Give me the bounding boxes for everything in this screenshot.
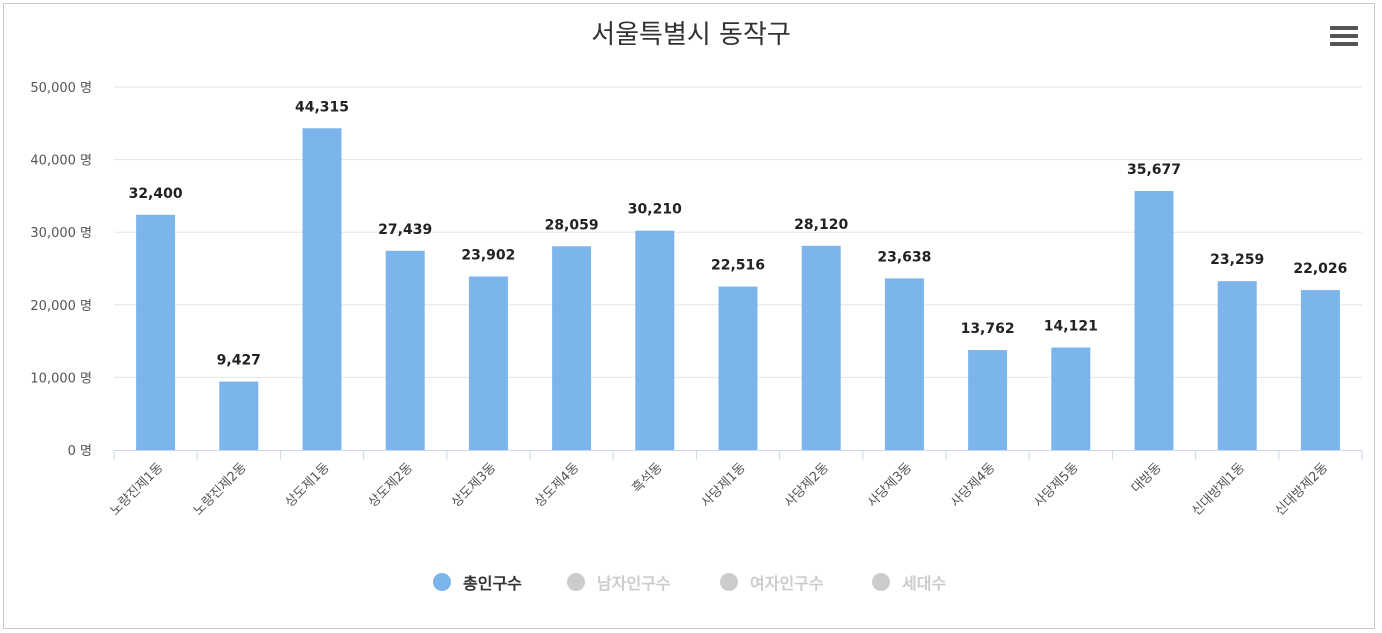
- data-label: 14,121: [1044, 318, 1098, 334]
- x-tick-label: 사당제3동: [865, 460, 915, 510]
- data-label: 28,059: [545, 217, 599, 233]
- data-label: 28,120: [794, 217, 848, 233]
- y-tick-label: 0 명: [68, 444, 92, 459]
- data-label: 30,210: [628, 202, 682, 218]
- x-tick-label: 신대방제1동: [1189, 460, 1248, 519]
- legend-label: 총인구수: [463, 574, 522, 593]
- bar[interactable]: [552, 246, 592, 450]
- x-tick-label: 사당제1동: [699, 460, 749, 510]
- hamburger-menu-icon[interactable]: [1330, 26, 1358, 48]
- bar[interactable]: [1051, 347, 1091, 450]
- y-tick-label: 40,000 명: [30, 154, 92, 169]
- x-tick-label: 흑석동: [630, 460, 666, 496]
- bar[interactable]: [635, 230, 675, 450]
- legend-marker-icon: [720, 573, 738, 591]
- bar[interactable]: [1217, 281, 1257, 450]
- bar[interactable]: [968, 350, 1008, 450]
- bar[interactable]: [884, 278, 924, 450]
- legend-item[interactable]: 세대수: [872, 570, 946, 594]
- bar[interactable]: [385, 250, 425, 450]
- data-label: 23,259: [1210, 252, 1264, 268]
- bar[interactable]: [219, 381, 259, 450]
- x-tick-label: 사당제4동: [948, 460, 998, 510]
- x-tick-label: 상도제3동: [449, 460, 499, 510]
- x-tick-label: 사당제2동: [782, 460, 832, 510]
- x-tick-label: 상도제2동: [366, 460, 416, 510]
- data-label: 22,516: [711, 258, 765, 274]
- bar[interactable]: [302, 128, 342, 450]
- legend-label: 세대수: [902, 574, 947, 593]
- legend-marker-icon: [433, 573, 451, 591]
- data-label: 22,026: [1293, 261, 1347, 277]
- data-label: 13,762: [961, 321, 1015, 337]
- bar[interactable]: [718, 286, 758, 450]
- data-label: 27,439: [378, 222, 432, 238]
- y-tick-label: 20,000 명: [30, 299, 92, 314]
- bar[interactable]: [1300, 290, 1340, 450]
- data-label: 44,315: [295, 99, 349, 115]
- y-tick-label: 10,000 명: [30, 371, 92, 386]
- x-tick-label: 상도제4동: [532, 460, 582, 510]
- legend-label: 남자인구수: [597, 574, 671, 593]
- bar[interactable]: [1134, 190, 1174, 450]
- data-label: 35,677: [1127, 162, 1181, 178]
- bar[interactable]: [468, 276, 508, 450]
- legend-marker-icon: [872, 573, 890, 591]
- data-label: 23,902: [461, 247, 515, 263]
- x-tick-label: 신대방제2동: [1272, 460, 1331, 519]
- bar-chart: 0 명 10,000 명 20,000 명 30,000 명 40,000 명 50,00…: [30, 81, 1363, 519]
- legend-item[interactable]: 남자인구수: [567, 570, 671, 594]
- legend-label: 여자인구수: [750, 574, 824, 593]
- y-tick-label: 50,000 명: [30, 81, 92, 96]
- bar[interactable]: [136, 214, 176, 450]
- bar[interactable]: [801, 245, 841, 450]
- legend-marker-icon: [567, 573, 585, 591]
- data-label: 23,638: [877, 249, 931, 265]
- data-label: 9,427: [217, 353, 261, 369]
- x-tick-label: 상도제1동: [283, 460, 333, 510]
- legend-item[interactable]: 여자인구수: [720, 570, 824, 594]
- x-tick-label: 노량진제1동: [108, 460, 167, 519]
- legend: 총인구수 남자인구수 여자인구수 세대수: [0, 570, 1382, 594]
- x-tick-label: 사당제5동: [1031, 460, 1081, 510]
- chart-title: 서울특별시 동작구: [591, 20, 791, 50]
- legend-item[interactable]: 총인구수: [433, 570, 522, 594]
- x-tick-label: 대방동: [1129, 460, 1165, 496]
- x-tick-label: 노량진제2동: [191, 460, 250, 519]
- data-label: 32,400: [129, 186, 183, 202]
- y-tick-label: 30,000 명: [30, 226, 92, 241]
